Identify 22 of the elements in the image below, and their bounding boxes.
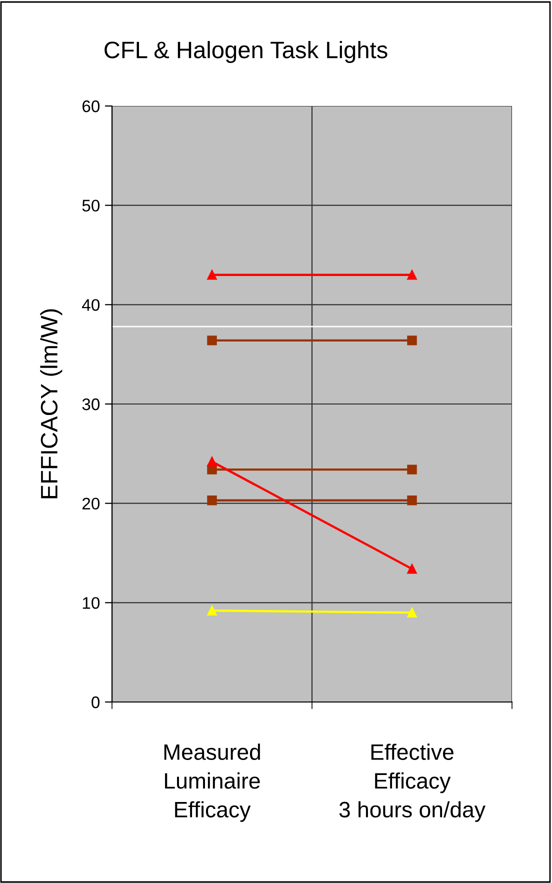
y-tick-label: 50 — [82, 200, 100, 212]
point — [407, 608, 417, 618]
point — [207, 495, 217, 506]
point — [207, 456, 217, 466]
y-axis-title: EFFICACY (lm/W) — [40, 309, 62, 498]
y-tick-label: 60 — [82, 100, 100, 112]
x-tick-label: Effective Efficacy 3 hours on/day — [339, 744, 486, 822]
point — [207, 606, 217, 616]
point — [207, 336, 217, 346]
point — [407, 495, 417, 506]
y-tick-label: 0 — [92, 696, 100, 708]
x-tick-label: Measured Luminaire Efficacy — [164, 744, 260, 822]
point — [207, 270, 217, 280]
chart-title: CFL & Halogen Task Lights — [104, 40, 388, 64]
point — [407, 270, 417, 280]
point — [407, 336, 417, 346]
y-tick-label: 10 — [82, 597, 100, 609]
y-tick-label: 40 — [82, 299, 100, 311]
y-tick-label: 30 — [82, 398, 100, 410]
point — [407, 464, 417, 474]
y-tick-label: 20 — [82, 498, 100, 510]
point — [407, 564, 417, 574]
